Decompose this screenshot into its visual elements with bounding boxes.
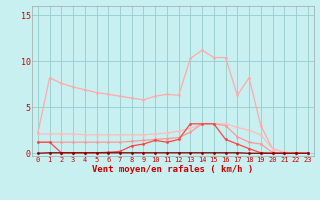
- X-axis label: Vent moyen/en rafales ( km/h ): Vent moyen/en rafales ( km/h ): [92, 165, 253, 174]
